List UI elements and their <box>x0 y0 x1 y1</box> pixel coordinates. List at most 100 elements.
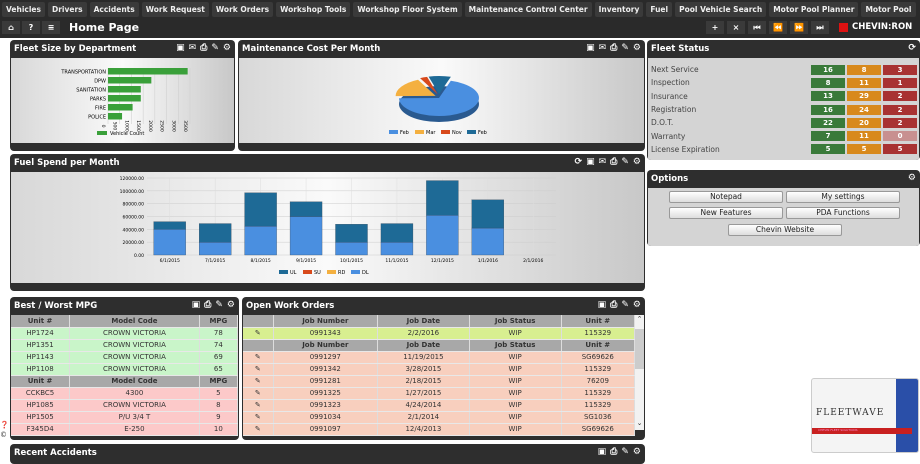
export-icon[interactable]: ▣ <box>191 300 201 310</box>
export-icon[interactable]: ▣ <box>597 300 607 310</box>
status-count-red[interactable]: 3 <box>883 64 917 75</box>
new-features-button[interactable]: New Features <box>669 207 783 219</box>
status-count-orange[interactable]: 8 <box>847 64 881 75</box>
nav-vehicles[interactable]: Vehicles <box>2 2 45 17</box>
status-count-orange[interactable]: 29 <box>847 91 881 102</box>
status-count-red[interactable]: 1 <box>883 77 917 88</box>
gear-icon[interactable]: ⚙ <box>632 157 641 167</box>
refresh-icon[interactable]: ⟳ <box>574 157 583 167</box>
edit-icon[interactable]: ✎ <box>243 423 274 436</box>
nav-workshop-tools[interactable]: Workshop Tools <box>276 2 351 17</box>
table-row[interactable]: ✎ 0991297 11/19/2015 WIP SG69626 <box>243 351 636 364</box>
next-button[interactable]: ⏩ <box>790 21 808 34</box>
info-icon[interactable]: ❓ <box>0 421 9 429</box>
edit-icon[interactable]: ✎ <box>621 43 629 53</box>
print-icon[interactable]: ⎙ <box>204 300 212 310</box>
status-count-green[interactable]: 13 <box>811 91 845 102</box>
table-row[interactable]: ✎ 0991342 3/28/2015 WIP 115329 <box>243 363 636 376</box>
status-count-red[interactable]: 2 <box>883 104 917 115</box>
print-icon[interactable]: ⎙ <box>200 43 208 53</box>
nav-pool-vehicle-search[interactable]: Pool Vehicle Search <box>675 2 767 17</box>
status-count-orange[interactable]: 24 <box>847 104 881 115</box>
nav-maintenance-control-center[interactable]: Maintenance Control Center <box>464 2 592 17</box>
status-count-red[interactable]: 2 <box>883 117 917 128</box>
email-icon[interactable]: ✉ <box>598 43 607 53</box>
table-row[interactable]: ✎ 0991034 2/1/2014 WIP SG1036 <box>243 411 636 424</box>
edit-icon[interactable]: ✎ <box>243 375 274 388</box>
edit-icon[interactable]: ✎ <box>215 300 223 310</box>
close-button[interactable]: × <box>727 21 745 34</box>
table-row[interactable]: HP1143 CROWN VICTORIA 69 <box>11 351 239 364</box>
gear-icon[interactable]: ⚙ <box>632 43 641 53</box>
edit-icon[interactable]: ✎ <box>243 399 274 412</box>
gear-icon[interactable]: ⚙ <box>222 43 231 53</box>
table-row[interactable]: ✎ 0991325 1/27/2015 WIP 115329 <box>243 387 636 400</box>
nav-motor-pool[interactable]: Motor Pool <box>861 2 916 17</box>
prev-button[interactable]: ⏪ <box>769 21 787 34</box>
print-icon[interactable]: ⎙ <box>610 447 618 457</box>
edit-icon[interactable]: ✎ <box>243 411 274 424</box>
home-icon[interactable]: ⌂ <box>2 21 20 34</box>
edit-icon[interactable]: ✎ <box>243 363 274 376</box>
print-icon[interactable]: ⎙ <box>610 157 618 167</box>
edit-icon[interactable]: ✎ <box>621 157 629 167</box>
edit-icon[interactable]: ✎ <box>211 43 219 53</box>
nav-drivers[interactable]: Drivers <box>47 2 87 17</box>
add-button[interactable]: + <box>706 21 724 34</box>
gear-icon[interactable]: ⚙ <box>907 173 916 183</box>
status-count-orange[interactable]: 20 <box>847 117 881 128</box>
gear-icon[interactable]: ⚙ <box>226 300 235 310</box>
last-button[interactable]: ⏭ <box>811 21 829 34</box>
email-icon[interactable]: ✉ <box>188 43 197 53</box>
edit-icon[interactable]: ✎ <box>243 351 274 364</box>
print-icon[interactable]: ⎙ <box>610 43 618 53</box>
nav-accidents[interactable]: Accidents <box>89 2 139 17</box>
first-button[interactable]: ⏮ <box>748 21 766 34</box>
edit-icon[interactable]: ✎ <box>621 447 629 457</box>
status-count-orange[interactable]: 11 <box>847 131 881 142</box>
export-icon[interactable]: ▣ <box>586 43 595 53</box>
table-row[interactable]: HP1085 CROWN VICTORIA 8 <box>11 399 239 412</box>
status-count-green[interactable]: 16 <box>811 104 845 115</box>
status-count-orange[interactable]: 11 <box>847 77 881 88</box>
status-count-red[interactable]: 2 <box>883 91 917 102</box>
gear-icon[interactable]: ⚙ <box>632 300 641 310</box>
nav-workshop-floor-system[interactable]: Workshop Floor System <box>353 2 462 17</box>
notepad-button[interactable]: Notepad <box>669 191 783 203</box>
my-settings-button[interactable]: My settings <box>786 191 900 203</box>
status-count-red[interactable]: 5 <box>883 144 917 155</box>
edit-icon[interactable]: ✎ <box>243 327 274 340</box>
email-icon[interactable]: ✉ <box>598 157 607 167</box>
table-row[interactable]: ✎ 0991323 4/24/2014 WIP 115329 <box>243 399 636 412</box>
status-count-red[interactable]: 0 <box>883 131 917 142</box>
table-row[interactable]: HP1351 CROWN VICTORIA 74 <box>11 339 239 352</box>
user-name[interactable]: CHEVIN:RON <box>852 22 913 32</box>
export-icon[interactable]: ▣ <box>176 43 185 53</box>
edit-icon[interactable]: ✎ <box>243 387 274 400</box>
menu-icon[interactable]: ≡ <box>42 21 60 34</box>
help-icon[interactable]: ? <box>22 21 40 34</box>
print-icon[interactable]: ⎙ <box>610 300 618 310</box>
chevin-website-link[interactable]: Chevin Website <box>728 224 842 236</box>
status-count-green[interactable]: 8 <box>811 77 845 88</box>
table-row[interactable]: HP1108 CROWN VICTORIA 65 <box>11 363 239 376</box>
table-row[interactable]: CCKBC5 4300 5 <box>11 387 239 400</box>
scrollbar[interactable]: ⌃ ⌄ <box>635 315 644 430</box>
nav-motor-pool-planner[interactable]: Motor Pool Planner <box>769 2 859 17</box>
status-count-green[interactable]: 5 <box>811 144 845 155</box>
table-row[interactable]: F345D4 E-250 10 <box>11 423 239 436</box>
table-row[interactable]: ✎ 0991281 2/18/2015 WIP 76209 <box>243 375 636 388</box>
gear-icon[interactable]: ⚙ <box>632 447 641 457</box>
table-row[interactable]: HP1724 CROWN VICTORIA 78 <box>11 327 239 340</box>
edit-icon[interactable]: ✎ <box>621 300 629 310</box>
export-icon[interactable]: ▣ <box>586 157 595 167</box>
status-count-green[interactable]: 22 <box>811 117 845 128</box>
status-count-green[interactable]: 7 <box>811 131 845 142</box>
nav-fuel[interactable]: Fuel <box>646 2 673 17</box>
nav-inventory[interactable]: Inventory <box>594 2 644 17</box>
export-icon[interactable]: ▣ <box>597 447 607 457</box>
nav-work-request[interactable]: Work Request <box>141 2 209 17</box>
refresh-icon[interactable]: ⟳ <box>908 43 916 53</box>
status-count-green[interactable]: 16 <box>811 64 845 75</box>
